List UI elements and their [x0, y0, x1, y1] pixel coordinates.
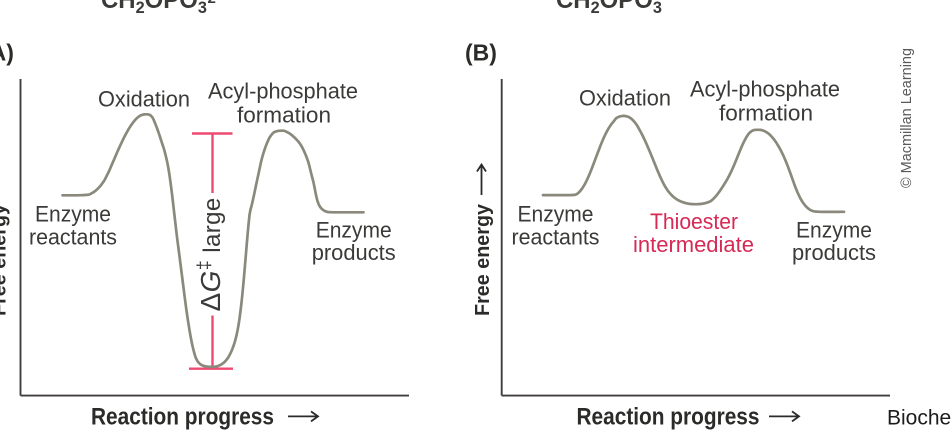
- svg-text:Enzyme: Enzyme: [35, 202, 111, 227]
- svg-text:reactants: reactants: [512, 225, 600, 250]
- svg-text:Free energy: Free energy: [471, 203, 494, 316]
- svg-text:Thioester: Thioester: [650, 209, 738, 234]
- svg-text:2–: 2–: [208, 0, 225, 7]
- svg-text:(B): (B): [465, 40, 497, 66]
- svg-text:Acyl-phosphate: Acyl-phosphate: [208, 78, 358, 103]
- svg-text:Enzyme: Enzyme: [518, 202, 594, 227]
- svg-text:Oxidation: Oxidation: [98, 87, 190, 112]
- svg-text:reactants: reactants: [29, 225, 117, 250]
- svg-text:CH2OPO3: CH2OPO3: [556, 0, 662, 17]
- svg-text:© Macmillan Learning: © Macmillan Learning: [898, 48, 915, 188]
- svg-text:Acyl-phosphate: Acyl-phosphate: [690, 77, 840, 102]
- svg-text:intermediate: intermediate: [633, 232, 754, 257]
- svg-text:Free energy: Free energy: [0, 203, 11, 316]
- svg-text:Enzyme: Enzyme: [796, 218, 872, 243]
- svg-text:(A): (A): [0, 40, 14, 66]
- svg-text:Biochem: Biochem: [887, 407, 952, 430]
- svg-text:Reaction progress: Reaction progress: [91, 404, 274, 431]
- svg-text:formation: formation: [719, 100, 813, 125]
- svg-text:ΔG‡ large: ΔG‡ large: [194, 197, 226, 311]
- svg-text:Oxidation: Oxidation: [579, 86, 671, 111]
- svg-text:CH2OPO3: CH2OPO3: [101, 0, 207, 17]
- svg-text:Reaction progress: Reaction progress: [577, 404, 760, 431]
- svg-text:formation: formation: [237, 103, 331, 128]
- svg-text:products: products: [792, 240, 876, 265]
- svg-text:products: products: [312, 240, 396, 265]
- svg-text:Enzyme: Enzyme: [316, 218, 392, 243]
